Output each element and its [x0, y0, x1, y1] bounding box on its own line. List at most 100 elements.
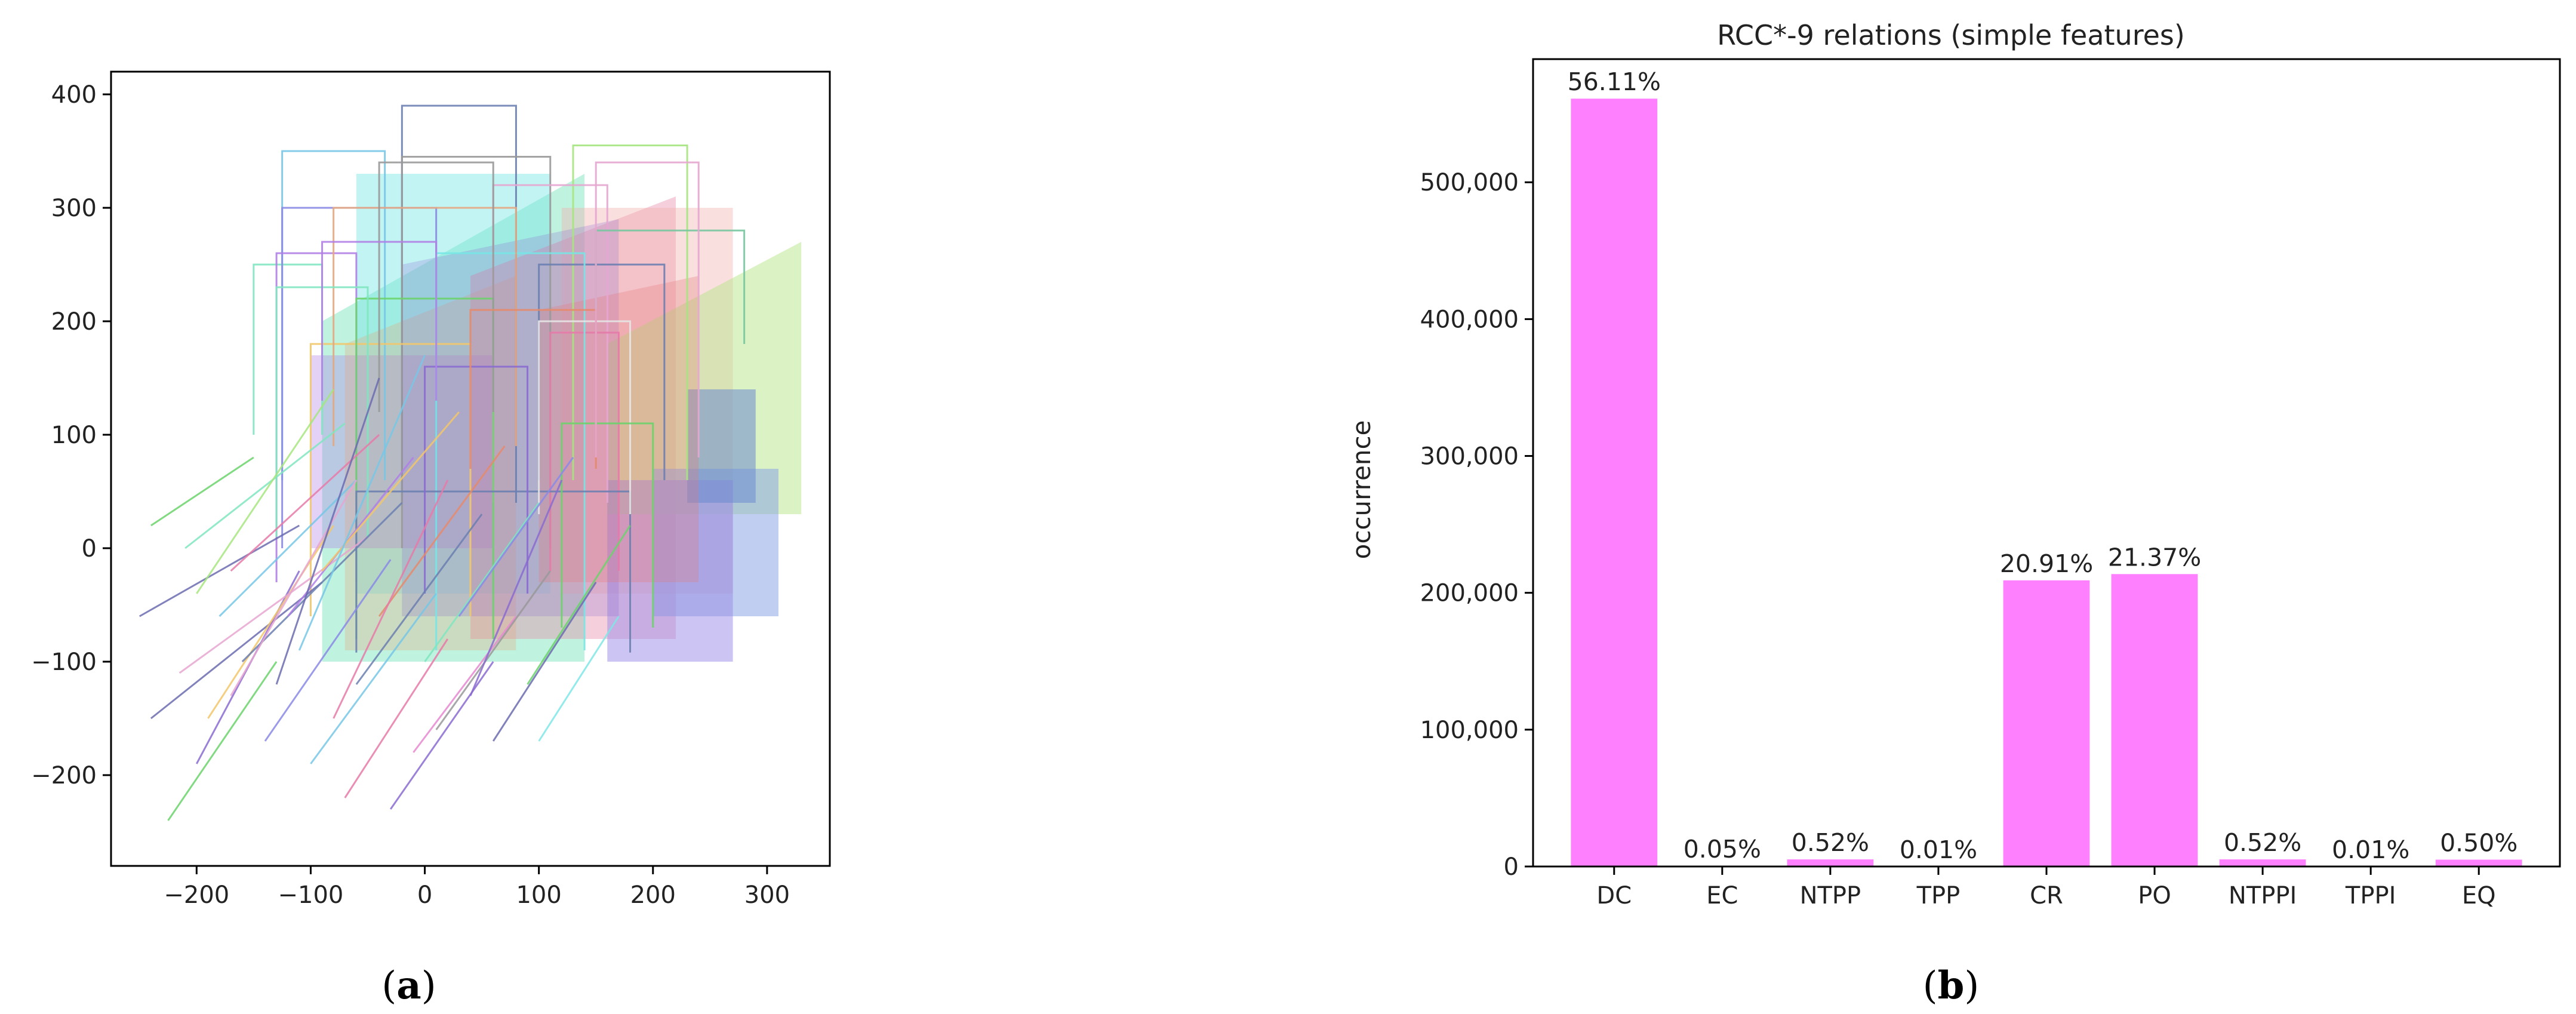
caption-a-letter: a: [396, 963, 421, 1008]
segment-16: [435, 570, 551, 730]
bar-value-label: 0.01%: [2332, 835, 2409, 864]
outline-rect-15: [355, 490, 632, 653]
x-tick-label: 100: [516, 881, 561, 909]
bar-value-label: 0.52%: [2224, 828, 2301, 857]
x-tick-label: DC: [1596, 882, 1632, 909]
panel-b-title: RCC*-9 relations (simple features): [1717, 19, 2185, 51]
panel-b-y-axis-label: occurrence: [1347, 420, 1376, 560]
segment-12: [310, 593, 437, 764]
segment-10: [241, 502, 403, 663]
x-tick-label: PO: [2138, 882, 2171, 909]
x-tick-label: EQ: [2462, 882, 2496, 909]
segment-19: [527, 525, 631, 685]
segment-29: [298, 355, 426, 651]
outline-rect-19: [424, 365, 529, 594]
panel-a-scatter: −200 −100 0 100 200 300 −200 −100 0 100 200 300 400: [31, 70, 831, 909]
x-tick-label: NTPPI: [2229, 882, 2297, 909]
panel-b-bars-layer: 56.11% 0.05% 0.52% 0.01% 20.91% 21.37% 0.52% 0.…: [1568, 67, 2522, 867]
outline-rect-21: [561, 422, 654, 628]
segment-27: [230, 480, 358, 696]
bar-value-label: 56.11%: [1568, 67, 1661, 96]
segment-30: [333, 480, 449, 719]
y-tick-label: 0: [82, 535, 97, 563]
bar-value-label: 0.05%: [1684, 835, 1761, 864]
panel-b-bar-chart: RCC*-9 relations (simple features) occur…: [1347, 19, 2561, 909]
segment-8: [230, 434, 380, 572]
panel-a-x-axis: −200 −100 0 100 200 300: [164, 866, 790, 909]
outline-rect-17: [538, 320, 632, 514]
segment-28: [275, 377, 380, 685]
segment-22: [355, 514, 483, 685]
x-tick-label: NTPP: [1800, 882, 1861, 909]
segment-15: [413, 616, 517, 753]
y-tick-label: 500,000: [1420, 169, 1519, 196]
y-tick-label: −100: [31, 649, 97, 676]
panel-b-y-axis: 0 100,000 200,000 300,000 400,000 500,000: [1420, 169, 1533, 881]
panel-a-axes-frame: [110, 70, 831, 867]
bar-dc: [1571, 99, 1658, 867]
y-tick-label: 200,000: [1420, 580, 1519, 607]
caption-b-letter: b: [1938, 963, 1965, 1008]
segment-18: [538, 616, 620, 742]
segment-25: [458, 457, 574, 617]
bar-cr: [2003, 580, 2090, 866]
segment-17: [492, 582, 597, 742]
outline-rect-22: [321, 241, 438, 401]
segment-0: [150, 456, 254, 527]
segment-13: [344, 638, 449, 798]
segment-23: [378, 445, 506, 617]
outline-rect-12: [435, 252, 586, 650]
x-tick-label: 200: [630, 881, 676, 909]
bar-ntpp: [1787, 859, 1874, 866]
filled-shape-7: [687, 389, 756, 503]
y-tick-label: 400: [51, 81, 97, 109]
bar-po: [2111, 574, 2198, 866]
caption-b: (b): [1923, 963, 1980, 1008]
segment-3: [167, 661, 278, 821]
y-tick-label: 100: [51, 422, 97, 449]
x-tick-label: TPP: [1916, 882, 1961, 909]
outline-rect-11: [355, 297, 494, 639]
y-tick-label: 100,000: [1420, 717, 1519, 744]
bar-value-label: 0.52%: [1792, 828, 1869, 857]
segment-1: [139, 524, 300, 617]
y-tick-label: 300,000: [1420, 443, 1519, 471]
outline-rect-16: [378, 161, 494, 412]
panel-a-y-axis: −200 −100 0 100 200 300 400: [31, 81, 111, 789]
segment-31: [469, 480, 563, 696]
filled-shape-10: [402, 219, 619, 616]
bar-value-label: 21.37%: [2108, 543, 2201, 571]
segment-9: [184, 422, 346, 549]
panel-b-x-axis: DC EC NTPP TPP CR PO NTPPI TPPI EQ: [1596, 866, 2496, 909]
segment-14: [389, 661, 494, 810]
bar-value-label: 20.91%: [2000, 549, 2093, 578]
outline-rect-23: [595, 161, 700, 457]
filled-shape-9: [344, 276, 516, 650]
outline-rect-9: [309, 343, 472, 616]
panel-a-shapes-layer: [139, 105, 802, 821]
filled-shape-1: [356, 174, 550, 594]
outline-rect-14: [333, 207, 517, 446]
x-tick-label: 300: [744, 881, 790, 909]
segment-26: [196, 389, 334, 594]
segment-24: [424, 502, 540, 662]
outline-rect-2: [572, 145, 688, 480]
caption-a: (a): [381, 963, 436, 1008]
x-tick-label: −100: [278, 881, 344, 909]
segment-5: [207, 525, 334, 719]
y-tick-label: 200: [51, 308, 97, 336]
x-tick-label: TPPI: [2345, 882, 2396, 909]
y-tick-label: −200: [31, 762, 97, 789]
x-tick-label: CR: [2030, 882, 2063, 909]
segment-6: [178, 536, 368, 674]
y-tick-label: 300: [51, 195, 97, 222]
segment-7: [218, 479, 357, 617]
bar-eq: [2435, 859, 2522, 866]
bar-value-label: 0.50%: [2440, 829, 2517, 858]
segment-11: [264, 559, 392, 742]
y-tick-label: 400,000: [1420, 306, 1519, 333]
y-tick-label: 0: [1504, 853, 1519, 881]
bar-ntppi: [2219, 859, 2306, 866]
filled-shape-6: [607, 480, 733, 662]
